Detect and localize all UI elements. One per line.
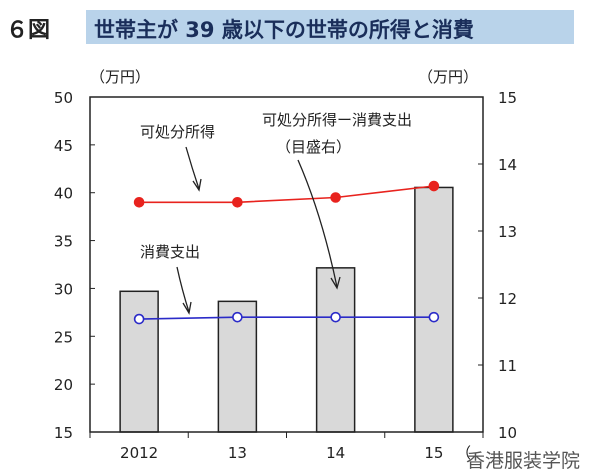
series-point [133,313,145,325]
series-point [428,180,440,192]
left-axis: 15 20 25 30 35 40 45 50 [54,89,95,442]
arrow-spend [176,266,190,313]
arrow-income-head [192,178,202,192]
series-point [232,196,243,208]
left-tick-label: 40 [54,185,73,203]
left-axis-unit: （万円） [90,68,150,86]
right-axis-unit: （万円） [418,68,478,86]
arrow-diff-head [330,276,341,290]
annotation-spend: 消費支出 [140,243,200,261]
series-line [139,316,434,320]
series-line [139,185,434,204]
series-point [330,192,341,203]
annotation-diff-sub: （目盛右） [276,138,351,156]
right-tick-label: 10 [498,424,517,442]
right-tick-label: 13 [498,223,517,241]
arrow-diff [297,159,338,288]
left-tick-label: 25 [54,328,73,346]
bar [119,290,159,433]
bar [414,186,454,433]
series-point [330,311,341,323]
left-tick-label: 15 [54,424,73,442]
bar [217,300,258,433]
left-tick-label: 45 [54,137,73,155]
right-tick-label: 14 [498,156,517,174]
arrow-spend-head [182,301,192,315]
line-series [133,180,440,325]
left-tick-label: 35 [54,233,73,251]
left-tick-label: 20 [54,376,73,394]
chart-title: 世帯主が 39 歳以下の世帯の所得と消費 [94,18,474,42]
watermark: 香港服装学院 [466,450,581,472]
arrow-income [185,146,200,190]
right-tick-label: 15 [498,89,517,107]
figure-number: ６図 [6,18,51,43]
left-tick-label: 50 [54,89,73,107]
x-tick-label: 15 [424,444,443,462]
annotation-diff: 可処分所得ー消費支出 [262,111,412,129]
x-tick-label: 2012 [120,444,158,462]
series-point [428,311,440,323]
series-point [133,196,145,208]
plot-frame [89,96,484,438]
bar [315,267,356,433]
series-point [232,311,243,323]
x-axis-unit: （ [456,444,471,462]
x-tick-label: 14 [326,444,345,462]
right-axis: 10 11 12 13 14 15 [478,89,517,442]
x-axis: 2012 13 14 15 [120,444,443,462]
bar-series [119,186,454,433]
right-tick-label: 11 [498,357,517,375]
annotation-income: 可処分所得 [140,123,215,141]
title-band [86,10,574,44]
x-tick-label: 13 [228,444,247,462]
right-tick-label: 12 [498,290,517,308]
left-tick-label: 30 [54,280,73,298]
